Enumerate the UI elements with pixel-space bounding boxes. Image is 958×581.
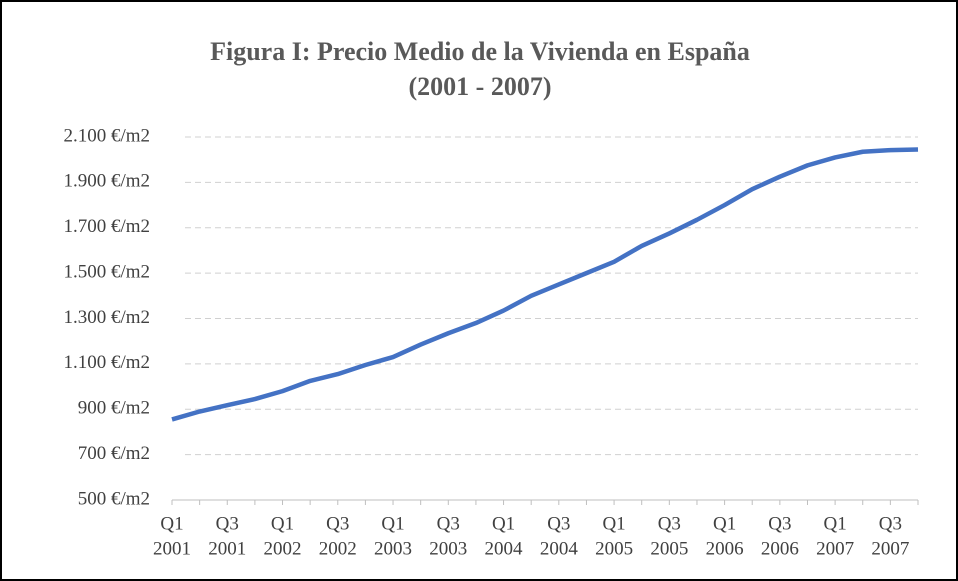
x-tick-label: 2007 [816,538,854,559]
y-tick-label: 500 €/m2 [78,488,150,509]
y-tick-label: 2.100 €/m2 [63,125,150,146]
y-tick-label: 1.500 €/m2 [63,261,150,282]
chart-title: (2001 - 2007) [409,72,552,101]
x-tick-label: Q1 [492,513,515,534]
y-tick-label: 1.900 €/m2 [63,171,150,192]
x-tick-label: Q3 [326,513,349,534]
data-line [171,147,919,422]
x-tick-label: Q1 [160,513,183,534]
x-tick-label: 2002 [264,538,302,559]
y-tick-label: 1.700 €/m2 [63,216,150,237]
x-tick-label: Q1 [271,513,294,534]
y-tick-label: 1.300 €/m2 [63,307,150,328]
x-tick-label: 2003 [429,538,467,559]
y-tick-label: 1.100 €/m2 [63,352,150,373]
x-tick-label: Q3 [547,513,570,534]
x-tick-label: Q3 [437,513,460,534]
x-tick-label: Q3 [216,513,239,534]
x-tick-label: 2006 [706,538,744,559]
x-tick-label: 2001 [208,538,246,559]
x-tick-label: 2005 [595,538,633,559]
y-tick-label: 700 €/m2 [78,443,150,464]
y-tick-label: 900 €/m2 [78,398,150,419]
x-tick-label: Q1 [381,513,404,534]
x-tick-label: 2004 [485,538,524,559]
x-tick-label: Q3 [768,513,791,534]
chart-title: Figura I: Precio Medio de la Vivienda en… [210,37,750,66]
x-tick-label: Q1 [713,513,736,534]
x-tick-label: Q1 [823,513,846,534]
x-tick-label: Q3 [879,513,902,534]
x-tick-label: 2006 [761,538,799,559]
x-tick-label: 2001 [153,538,191,559]
x-tick-label: 2005 [650,538,688,559]
x-tick-label: 2002 [319,538,357,559]
x-tick-label: Q3 [658,513,681,534]
x-tick-label: 2003 [374,538,412,559]
x-tick-label: Q1 [602,513,625,534]
x-tick-label: 2004 [540,538,579,559]
x-tick-label: 2007 [871,538,909,559]
